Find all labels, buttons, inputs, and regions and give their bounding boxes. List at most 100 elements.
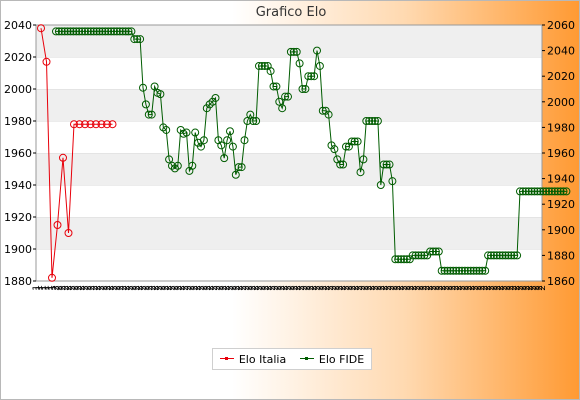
- data-point-fide: [112, 27, 121, 36]
- data-point-fide: [391, 255, 400, 264]
- x-axis-tick-label: 2: [187, 285, 197, 291]
- data-point-fide: [72, 27, 81, 36]
- x-axis-tick-label: 2: [129, 285, 139, 291]
- data-point-fide: [452, 266, 461, 275]
- right-axis-tick-label: 2040: [547, 45, 575, 58]
- grid-band: [36, 217, 542, 249]
- x-axis-tick-label: 2: [229, 285, 239, 291]
- data-point-fide: [150, 82, 159, 91]
- data-point-fide: [507, 251, 516, 260]
- x-axis-tick-label: 2: [212, 285, 222, 291]
- data-point-fide: [373, 117, 382, 125]
- data-point-fide: [52, 27, 60, 36]
- data-point-fide: [121, 27, 130, 36]
- data-point-fide: [411, 251, 420, 260]
- x-axis-tick-label: 2: [522, 285, 532, 291]
- data-point-italia: [75, 120, 84, 129]
- data-point-fide: [159, 123, 168, 132]
- x-axis-tick-label: 2: [200, 285, 210, 291]
- data-point-fide: [440, 266, 449, 275]
- data-point-fide: [57, 27, 66, 36]
- x-axis-tick-label: 2: [341, 285, 351, 291]
- data-point-fide: [243, 117, 252, 125]
- data-point-fide: [304, 72, 313, 81]
- left-axis-tick-label: 1920: [4, 211, 32, 224]
- chart-title: Grafico Elo: [255, 5, 327, 20]
- x-axis-tick-label: 2: [138, 285, 148, 291]
- data-point-fide: [347, 137, 356, 146]
- x-axis-tick-label: 2: [106, 285, 116, 291]
- data-point-fide: [431, 247, 440, 256]
- x-axis-tick-label: 1: [48, 285, 58, 291]
- data-point-fide: [136, 35, 145, 44]
- data-point-fide: [217, 141, 226, 150]
- data-point-fide: [518, 187, 527, 196]
- grid-band: [36, 25, 542, 57]
- data-point-fide: [417, 251, 426, 260]
- data-point-fide: [266, 67, 275, 76]
- x-axis-tick-label: 2: [367, 285, 377, 291]
- x-axis-tick-label: 2: [396, 285, 406, 291]
- data-point-fide: [98, 27, 107, 36]
- x-axis-tick-label: 2: [399, 285, 409, 291]
- data-point-fide: [144, 110, 153, 119]
- x-axis-tick-label: 2: [216, 285, 226, 291]
- x-axis-tick-label: 2: [457, 285, 467, 291]
- data-point-fide: [472, 266, 481, 275]
- data-point-fide: [156, 90, 165, 99]
- data-point-fide: [170, 164, 179, 173]
- x-axis-tick-label: 2: [125, 285, 135, 291]
- x-axis-tick-label: 2: [370, 285, 380, 291]
- data-point-italia: [59, 153, 67, 162]
- right-axis-tick-label: 1960: [547, 147, 575, 160]
- x-axis-tick-label: 2: [270, 285, 280, 291]
- data-point-fide: [315, 61, 324, 70]
- x-axis-tick-label: 2: [167, 285, 177, 291]
- x-axis-tick-label: 2: [135, 285, 145, 291]
- x-axis-tick-label: 2: [103, 285, 113, 291]
- x-axis-tick-label: 2: [174, 285, 184, 291]
- x-axis-tick-label: 2: [235, 285, 245, 291]
- data-point-fide: [385, 160, 394, 169]
- data-point-italia: [81, 120, 89, 129]
- data-point-fide: [275, 97, 284, 106]
- x-axis-tick-label: 1: [35, 285, 45, 291]
- x-axis-tick-label: 2: [316, 285, 326, 291]
- data-point-fide: [284, 92, 292, 101]
- data-point-fide: [286, 47, 295, 56]
- data-point-fide: [197, 142, 205, 151]
- right-axis-tick-label: 1920: [547, 198, 575, 211]
- data-point-fide: [556, 187, 565, 196]
- grid-band: [36, 249, 542, 281]
- data-point-fide: [487, 251, 495, 260]
- data-point-fide: [246, 110, 255, 119]
- x-axis-tick-label: 2: [393, 285, 403, 291]
- x-axis-tick-label: 2: [290, 285, 300, 291]
- x-axis-tick-label: 2: [428, 285, 438, 291]
- right-axis-tick-label: 1980: [547, 121, 575, 134]
- x-axis-tick-label: 2: [158, 285, 168, 291]
- data-point-fide: [527, 187, 536, 196]
- data-point-fide: [562, 187, 571, 196]
- x-axis-tick-label: 2: [64, 285, 74, 291]
- data-point-fide: [420, 251, 429, 260]
- data-point-fide: [101, 27, 110, 36]
- data-point-fide: [54, 27, 63, 36]
- x-axis-tick-label: 2: [364, 285, 374, 291]
- left-axis-tick-label: 1980: [4, 115, 32, 128]
- x-axis-tick-label: 2: [71, 285, 81, 291]
- x-axis-tick-label: 2: [67, 285, 77, 291]
- right-axis-tick-label: 1900: [547, 224, 575, 237]
- x-axis-tick-label: 2: [312, 285, 322, 291]
- x-axis-tick-label: 2: [454, 285, 464, 291]
- x-axis-tick-label: 2: [483, 285, 493, 291]
- data-point-fide: [484, 251, 493, 260]
- left-axis-tick-label: 2020: [4, 51, 32, 64]
- data-point-fide: [481, 266, 490, 275]
- data-point-fide: [205, 100, 214, 109]
- x-axis-tick-label: 2: [248, 285, 258, 291]
- legend: Elo Italia Elo FIDE: [212, 348, 372, 370]
- data-point-fide: [342, 142, 350, 151]
- x-axis-tick-label: 1: [45, 285, 55, 291]
- left-axis-tick-label: 1900: [4, 243, 32, 256]
